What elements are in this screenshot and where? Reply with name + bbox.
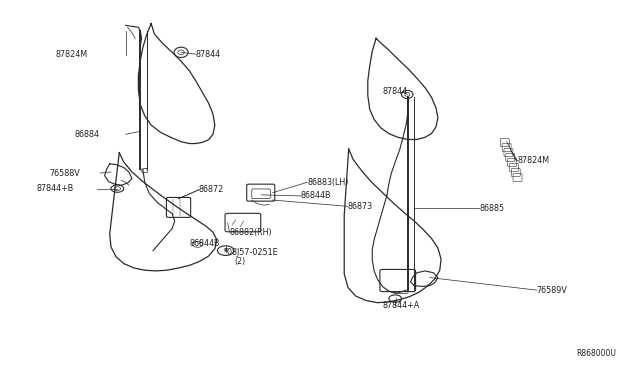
Text: 87844+A: 87844+A [383,301,420,311]
Text: 86884: 86884 [75,130,100,139]
Text: 86885: 86885 [479,203,504,213]
Text: 87824M: 87824M [518,156,550,166]
Text: 86883(LH): 86883(LH) [307,178,349,187]
Text: 87844+B: 87844+B [36,184,74,193]
Text: °08J57-0251E: °08J57-0251E [223,248,278,257]
Text: 87824M: 87824M [55,51,88,60]
Text: 86844B: 86844B [189,239,220,248]
Text: 86873: 86873 [348,202,372,211]
Text: 87844: 87844 [196,50,221,59]
Text: 86882(RH): 86882(RH) [230,228,272,237]
Text: 87844: 87844 [383,87,408,96]
Text: R868000U: R868000U [577,349,616,358]
Text: 86872: 86872 [199,185,224,194]
Text: B: B [223,248,228,253]
Text: 76589V: 76589V [537,286,568,295]
Text: 86844B: 86844B [301,192,332,201]
Text: 76588V: 76588V [49,169,80,177]
Text: (2): (2) [234,257,245,266]
